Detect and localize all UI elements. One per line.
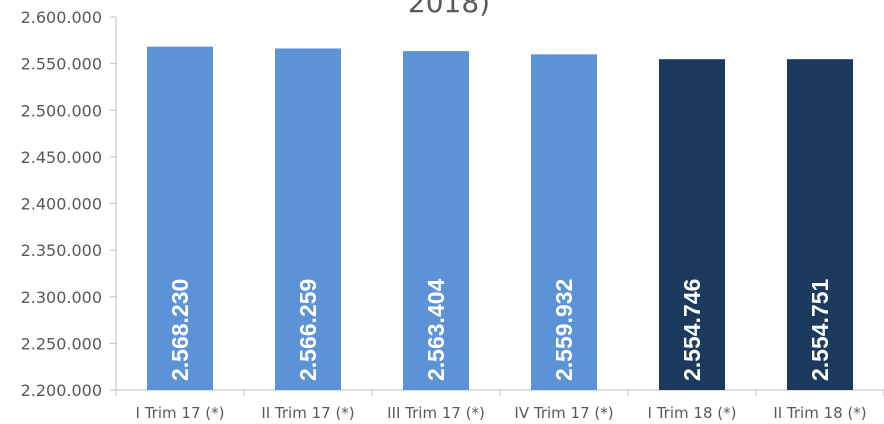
- bar-value-label: 2.554.746: [679, 279, 705, 381]
- bars-group: [147, 46, 853, 391]
- y-tick-label: 2.600.000: [21, 8, 102, 27]
- x-category-label: I Trim 17 (*): [136, 404, 225, 422]
- bar-value-label: 2.566.259: [295, 279, 321, 381]
- y-tick-label: 2.350.000: [21, 241, 102, 260]
- bar: [147, 46, 213, 391]
- x-category-label: III Trim 17 (*): [387, 404, 485, 422]
- bar-value-label: 2.563.404: [423, 278, 449, 381]
- y-tick-label: 2.300.000: [21, 288, 102, 307]
- x-category-label: I Trim 18 (*): [648, 404, 737, 422]
- y-tick-label: 2.550.000: [21, 55, 102, 74]
- x-axis: [115, 389, 884, 396]
- bar-value-label: 2.559.932: [551, 279, 577, 381]
- category-labels-group: I Trim 17 (*) II Trim 17 (*) III Trim 17 (…: [136, 404, 867, 422]
- bar: [531, 54, 597, 391]
- bar: [659, 59, 725, 391]
- x-category-label: II Trim 17 (*): [261, 404, 354, 422]
- y-tick-label: 2.250.000: [21, 334, 102, 353]
- bar: [275, 48, 341, 391]
- y-tick-label: 2.500.000: [21, 101, 102, 120]
- value-labels-group: 2.568.230 2.566.259 2.563.404 2.559.932 2.55…: [167, 278, 833, 381]
- y-axis: 2.200.000 2.250.000 2.300.000 2.350.000 2.40…: [21, 8, 117, 400]
- bar-value-label: 2.554.751: [807, 278, 833, 381]
- bar: [787, 59, 853, 390]
- bar: [403, 51, 469, 391]
- bar-value-label: 2.568.230: [167, 279, 193, 381]
- y-tick-label: 2.200.000: [21, 381, 102, 400]
- x-category-label: IV Trim 17 (*): [514, 404, 613, 422]
- x-category-label: II Trim 18 (*): [773, 404, 866, 422]
- chart-title-fragment: 2018): [408, 0, 490, 19]
- y-tick-label: 2.400.000: [21, 195, 102, 214]
- y-tick-label: 2.450.000: [21, 148, 102, 167]
